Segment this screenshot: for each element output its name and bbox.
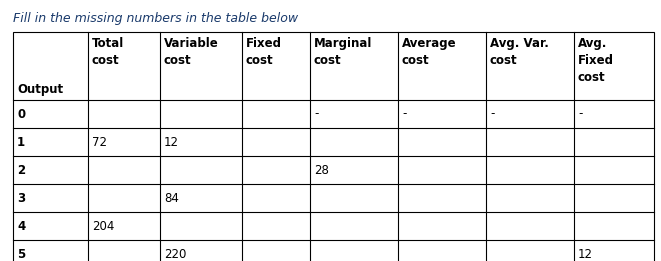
- Text: Variable
cost: Variable cost: [164, 37, 219, 67]
- Text: Avg. Var.
cost: Avg. Var. cost: [490, 37, 549, 67]
- Text: 5: 5: [17, 247, 25, 260]
- Text: -: -: [490, 108, 494, 121]
- Text: 72: 72: [92, 135, 107, 149]
- Text: 3: 3: [17, 192, 25, 205]
- Text: 1: 1: [17, 135, 25, 149]
- Text: 4: 4: [17, 220, 25, 233]
- Text: 220: 220: [164, 247, 186, 260]
- Text: Fill in the missing numbers in the table below: Fill in the missing numbers in the table…: [13, 12, 298, 25]
- Text: Marginal
cost: Marginal cost: [314, 37, 372, 67]
- Text: Fixed
cost: Fixed cost: [246, 37, 282, 67]
- Text: 0: 0: [17, 108, 25, 121]
- Text: 28: 28: [314, 163, 329, 176]
- Text: 12: 12: [164, 135, 179, 149]
- Text: -: -: [314, 108, 319, 121]
- Text: -: -: [402, 108, 407, 121]
- Text: 84: 84: [164, 192, 179, 205]
- Text: 12: 12: [578, 247, 593, 260]
- Text: -: -: [578, 108, 582, 121]
- Text: 2: 2: [17, 163, 25, 176]
- Text: Average
cost: Average cost: [402, 37, 457, 67]
- Text: Avg.
Fixed
cost: Avg. Fixed cost: [578, 37, 614, 84]
- Text: 204: 204: [92, 220, 114, 233]
- Text: Output: Output: [17, 83, 63, 96]
- Text: Total
cost: Total cost: [92, 37, 124, 67]
